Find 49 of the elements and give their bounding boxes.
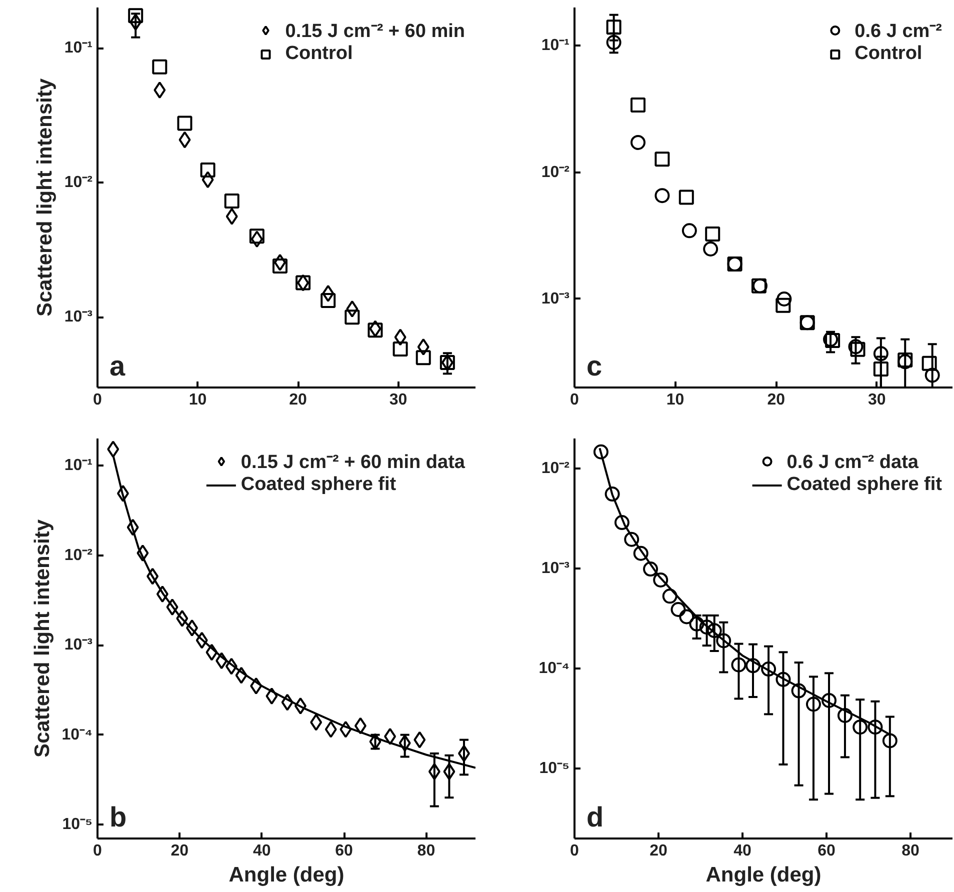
x-tick-label: 40 — [252, 842, 271, 860]
y-tick-label: 10⁻¹ — [64, 457, 92, 474]
y-tick-label: 10⁻¹ — [64, 40, 92, 57]
x-tick-label: 10 — [666, 392, 684, 408]
x-tick-label: 0 — [93, 842, 102, 860]
legend-label: Coated sphere fit — [786, 474, 942, 496]
annotation: b — [110, 802, 127, 832]
y-tick-label: 10⁻² — [64, 174, 92, 192]
y-axis-title: Scattered light intensity — [33, 78, 56, 317]
y-tick-label: 10⁻² — [541, 164, 570, 181]
x-tick-label: 0 — [93, 392, 102, 408]
legend-label: Coated sphere fit — [240, 474, 396, 496]
x-tick-label: 0 — [570, 392, 580, 408]
y-tick-label: 10⁻⁴ — [62, 726, 93, 744]
y-tick-label: 10⁻³ — [64, 308, 92, 326]
x-tick-label: 20 — [170, 842, 189, 860]
annotation: d — [586, 802, 604, 832]
x-tick-label: 60 — [818, 842, 836, 860]
x-axis-title: Angle (deg) — [228, 864, 344, 886]
legend-label: 0.6 J cm⁻² — [854, 20, 942, 43]
legend-label: 0.15 J cm⁻² + 60 min — [285, 20, 465, 43]
x-tick-label: 20 — [767, 392, 786, 408]
y-tick-label: 10⁻² — [541, 460, 570, 478]
y-tick-label: 10⁻¹ — [541, 37, 570, 54]
x-tick-label: 10 — [188, 392, 207, 408]
x-tick-label: 30 — [868, 392, 886, 408]
y-tick-label: 10⁻⁴ — [538, 660, 570, 678]
y-tick-label: 10⁻³ — [541, 560, 570, 578]
x-tick-label: 80 — [417, 842, 436, 860]
x-tick-label: 40 — [734, 842, 752, 860]
annotation: a — [110, 350, 126, 382]
legend-label: 0.15 J cm⁻² + 60 min data — [240, 451, 465, 474]
legend-label: 0.6 J cm⁻² data — [786, 451, 918, 474]
x-tick-label: 20 — [650, 842, 668, 860]
x-axis-title: Angle (deg) — [706, 864, 822, 886]
legend-label: Control — [854, 43, 922, 65]
y-axis-title: Scattered light intensity — [30, 519, 54, 758]
legend-label: Control — [285, 43, 353, 65]
y-tick-label: 10⁻³ — [541, 290, 570, 308]
y-tick-label: 10⁻³ — [64, 636, 92, 654]
annotation: c — [586, 350, 602, 382]
x-tick-label: 80 — [902, 842, 920, 860]
y-tick-label: 10⁻⁵ — [539, 760, 570, 778]
x-tick-label: 60 — [335, 842, 354, 860]
x-tick-label: 0 — [570, 842, 580, 860]
x-tick-label: 20 — [289, 392, 308, 408]
y-tick-label: 10⁻² — [64, 546, 92, 564]
y-tick-label: 10⁻⁵ — [62, 816, 92, 834]
x-tick-label: 30 — [389, 392, 408, 408]
